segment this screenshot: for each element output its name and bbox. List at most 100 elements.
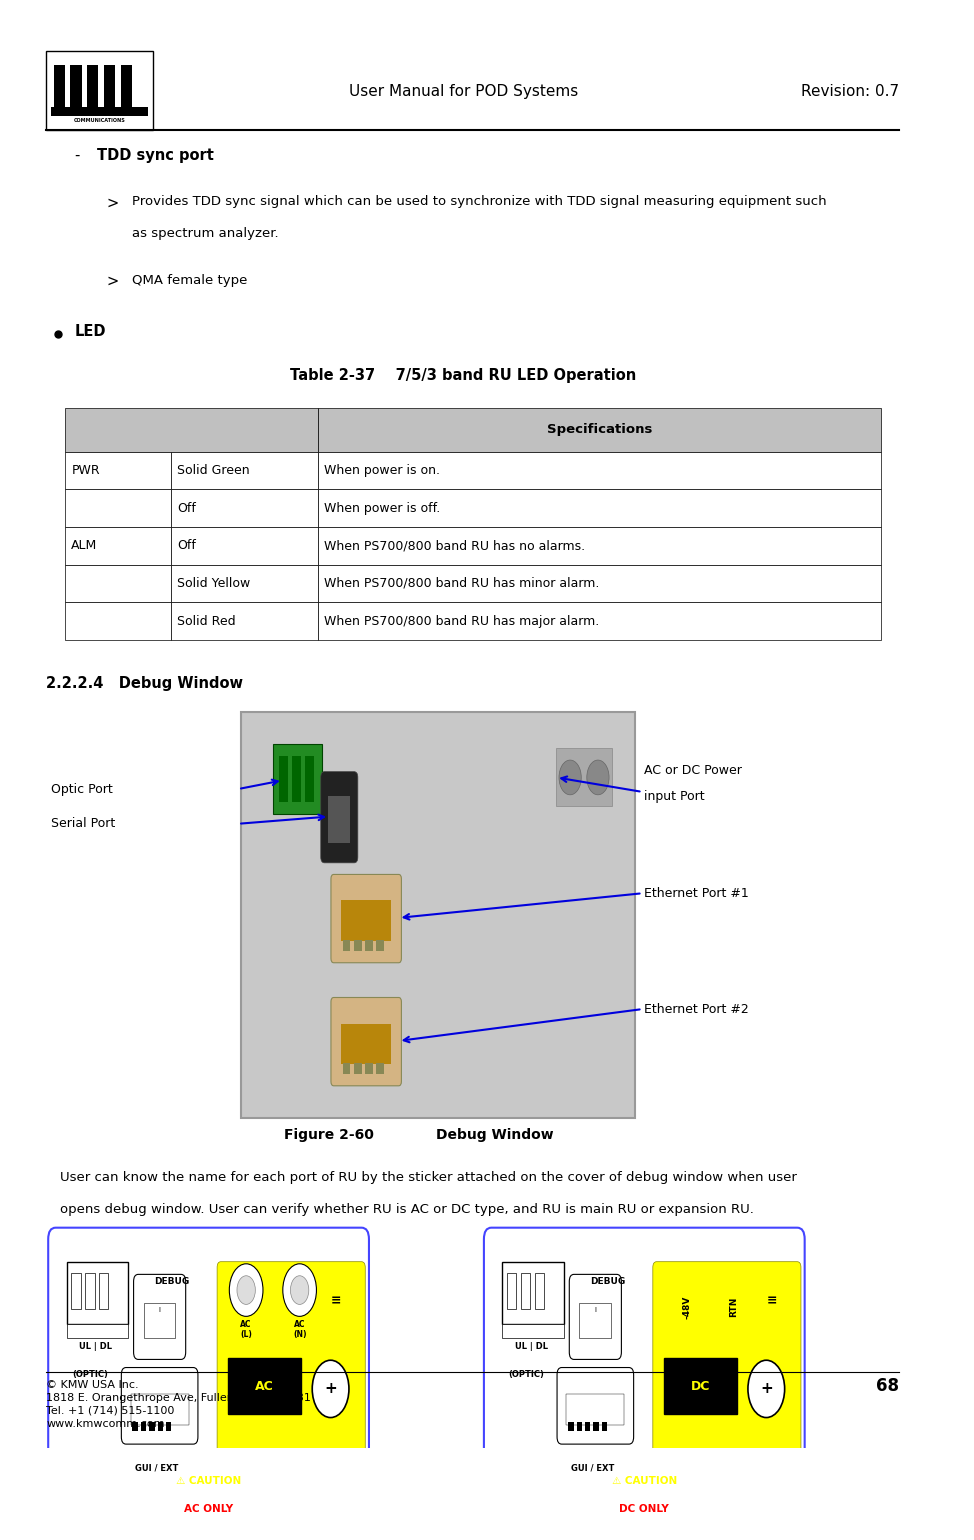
FancyBboxPatch shape [331, 875, 401, 962]
Text: >: > [106, 274, 119, 288]
Bar [149, 1423, 155, 1431]
Text: ⚠ CAUTION: ⚠ CAUTION [176, 1475, 242, 1486]
Bar [580, 1303, 612, 1338]
Bar [99, 1274, 108, 1309]
Text: UL | DL: UL | DL [514, 1341, 547, 1351]
Text: ⚠ CAUTION: ⚠ CAUTION [612, 1475, 677, 1486]
Bar [343, 939, 351, 952]
Text: I: I [159, 1306, 161, 1312]
Circle shape [559, 761, 581, 795]
Text: Solid Yellow: Solid Yellow [177, 578, 250, 590]
FancyBboxPatch shape [217, 1261, 365, 1477]
Bar [228, 1358, 301, 1414]
Bar [65, 602, 171, 641]
Bar [577, 1423, 582, 1431]
Text: LED: LED [74, 325, 105, 339]
Text: input Port: input Port [644, 790, 705, 804]
Bar [503, 1261, 564, 1324]
Text: When PS700/800 band RU has no alarms.: When PS700/800 band RU has no alarms. [324, 539, 585, 553]
Bar [51, 108, 148, 116]
FancyBboxPatch shape [133, 1275, 186, 1360]
Circle shape [586, 761, 609, 795]
Bar [318, 490, 880, 527]
Bar [318, 451, 880, 490]
Circle shape [748, 1360, 785, 1417]
Bar [365, 1063, 373, 1075]
Bar [292, 756, 301, 802]
Bar [70, 65, 82, 109]
Bar [67, 1324, 128, 1338]
Bar [355, 1063, 361, 1075]
Bar [141, 1423, 146, 1431]
Bar [602, 1423, 607, 1431]
Text: Ethernet Port #1: Ethernet Port #1 [644, 887, 749, 899]
Text: +: + [760, 1381, 772, 1397]
Text: Solid Red: Solid Red [177, 614, 236, 628]
Text: Tel. +1 (714) 515-1100: Tel. +1 (714) 515-1100 [47, 1406, 174, 1415]
Bar [535, 1274, 544, 1309]
Bar [171, 527, 318, 565]
Bar [376, 939, 384, 952]
Text: Debug Window: Debug Window [435, 1127, 553, 1141]
Bar [132, 1423, 138, 1431]
Bar [556, 748, 612, 807]
Text: +: + [324, 1381, 337, 1397]
Text: AC
(L): AC (L) [241, 1320, 252, 1340]
Bar [663, 1358, 736, 1414]
Bar [376, 1063, 384, 1075]
Text: Off: Off [177, 502, 197, 514]
Text: When power is off.: When power is off. [324, 502, 440, 514]
Bar [121, 65, 131, 109]
FancyBboxPatch shape [331, 998, 401, 1086]
Text: AC or DC Power: AC or DC Power [644, 764, 742, 778]
Bar [65, 1468, 353, 1498]
Text: UL | DL: UL | DL [79, 1341, 112, 1351]
Text: (OPTIC): (OPTIC) [508, 1371, 543, 1380]
Circle shape [237, 1275, 255, 1304]
Text: Ethernet Port #2: Ethernet Port #2 [644, 1003, 749, 1015]
Text: GUI / EXT: GUI / EXT [571, 1463, 614, 1472]
Text: 68: 68 [877, 1377, 899, 1395]
Text: www.kmwcomm.com: www.kmwcomm.com [47, 1418, 165, 1429]
Bar [355, 939, 361, 952]
Bar [65, 490, 171, 527]
Bar [166, 1423, 171, 1431]
Text: GUI / EXT: GUI / EXT [134, 1463, 178, 1472]
Text: ≡: ≡ [767, 1295, 777, 1307]
Bar [568, 1423, 574, 1431]
Text: AC: AC [255, 1380, 274, 1392]
Bar [501, 1468, 788, 1498]
Bar [87, 65, 98, 109]
Text: -: - [74, 148, 80, 163]
Text: DEBUG: DEBUG [154, 1277, 190, 1286]
Text: ≡: ≡ [331, 1295, 342, 1307]
Text: -48V: -48V [683, 1295, 692, 1318]
Text: Provides TDD sync signal which can be used to synchronize with TDD signal measur: Provides TDD sync signal which can be us… [131, 196, 826, 208]
Bar [593, 1423, 599, 1431]
Bar [171, 451, 318, 490]
Text: DEBUG: DEBUG [590, 1277, 625, 1286]
Text: DC ONLY: DC ONLY [619, 1503, 669, 1514]
Bar [318, 408, 880, 451]
Text: When PS700/800 band RU has major alarm.: When PS700/800 band RU has major alarm. [324, 614, 600, 628]
Bar [65, 565, 171, 602]
Text: COMMUNICATIONS: COMMUNICATIONS [74, 119, 126, 123]
Bar [328, 796, 351, 842]
Bar [144, 1303, 175, 1338]
Text: Specifications: Specifications [546, 424, 652, 436]
Text: ALM: ALM [71, 539, 97, 553]
FancyBboxPatch shape [48, 1227, 369, 1534]
Text: AC
(N): AC (N) [293, 1320, 307, 1340]
Text: PWR: PWR [71, 464, 100, 477]
Text: RTN: RTN [730, 1297, 738, 1317]
Bar [104, 65, 115, 109]
Text: (OPTIC): (OPTIC) [72, 1371, 108, 1380]
Bar [86, 1274, 94, 1309]
Bar [54, 65, 65, 109]
Text: When PS700/800 band RU has minor alarm.: When PS700/800 band RU has minor alarm. [324, 578, 600, 590]
Bar [507, 1274, 516, 1309]
Text: QMA female type: QMA female type [131, 274, 247, 286]
Bar [274, 744, 321, 813]
Bar [503, 1324, 564, 1338]
Text: Revision: 0.7: Revision: 0.7 [801, 83, 899, 99]
